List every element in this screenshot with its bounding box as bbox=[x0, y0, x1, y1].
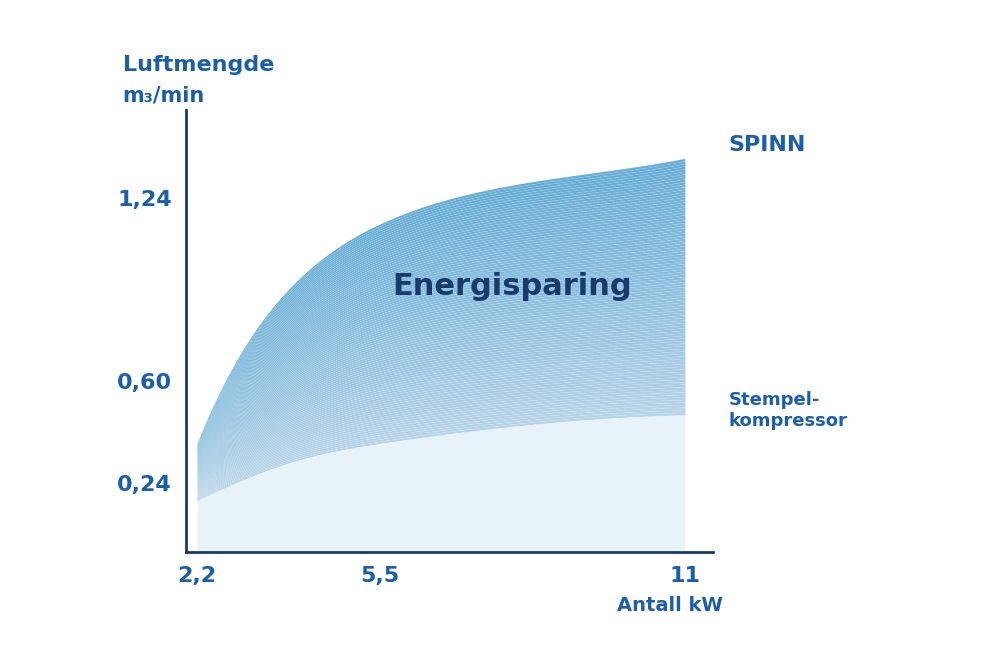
Text: m₃/min: m₃/min bbox=[123, 85, 205, 105]
Text: SPINN: SPINN bbox=[728, 136, 806, 155]
Text: Stempel-
kompressor: Stempel- kompressor bbox=[728, 391, 848, 429]
Text: Antall kW: Antall kW bbox=[618, 596, 723, 615]
Text: Energisparing: Energisparing bbox=[392, 272, 632, 301]
Text: Luftmengde: Luftmengde bbox=[123, 54, 274, 74]
